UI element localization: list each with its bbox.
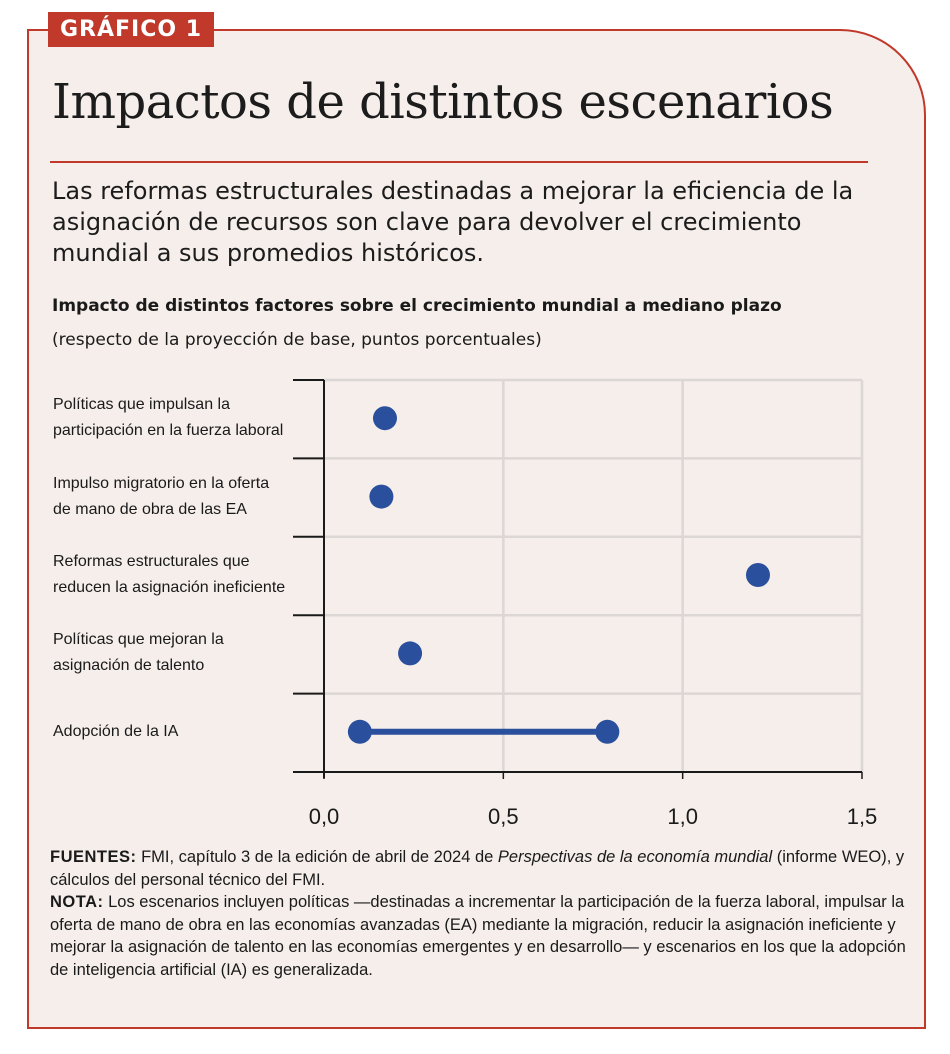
grid-lines	[324, 378, 864, 772]
sources-text-end: (informe WEO), y cálculos del personal t…	[50, 848, 905, 889]
subtitle: Las reformas estructurales destinadas a …	[52, 177, 854, 267]
category-label-line: de mano de obra de las EA	[53, 500, 247, 518]
x-tick-label: 0,5	[488, 804, 519, 829]
category-label: Impulso migratorio en la oferta de mano d…	[53, 471, 303, 523]
note-label: NOTA:	[50, 893, 104, 911]
category-label-line: Adopción de la IA	[53, 722, 179, 740]
note-text: Los escenarios incluyen políticas —desti…	[50, 893, 906, 979]
data-dot	[398, 641, 423, 666]
category-label-line: Impulso migratorio en la oferta	[53, 474, 270, 492]
category-label: Reformas estructurales que reducen la asi…	[53, 549, 303, 601]
data-dot	[372, 406, 397, 431]
category-label-line: Políticas que mejoran la	[53, 631, 224, 649]
data-marks	[347, 406, 770, 744]
category-label-line: Políticas que impulsan la	[53, 396, 230, 414]
category-label: Políticas que impulsan la participación e…	[53, 392, 303, 444]
axes	[293, 379, 863, 779]
data-dot	[745, 563, 770, 587]
range-max-dot	[595, 719, 620, 744]
page-title: Impactos de distintos escenarios	[52, 74, 834, 130]
sources-text: FMI, capítulo 3 de la edición de abril d…	[136, 848, 498, 866]
range-min-dot	[347, 719, 372, 744]
title-divider	[50, 161, 868, 163]
sources-label: FUENTES:	[50, 848, 137, 866]
category-label-line: Reformas estructurales que	[53, 553, 250, 570]
sources-publication: Perspectivas de la economía mundial	[497, 848, 773, 866]
data-dot	[369, 484, 394, 509]
chart-frame	[27, 29, 926, 1029]
category-label-line: asignación de talento	[53, 657, 205, 675]
category-label: Políticas que mejoran la asignación de ta…	[53, 627, 303, 679]
tick-labels: 0,0 0,5 1,0 1,5	[309, 804, 878, 829]
sources-note: FUENTES: FMI, capítulo 3 de la edición d…	[50, 846, 910, 891]
chart-title: Impacto de distintos factores sobre el c…	[52, 296, 782, 316]
x-tick-label: 0,0	[309, 804, 340, 829]
category-label: Adopción de la IA	[53, 719, 303, 745]
footnote: FUENTES: FMI, capítulo 3 de la edición d…	[50, 846, 910, 981]
x-tick-label: 1,0	[667, 804, 698, 829]
category-label-line: participación en la fuerza laboral	[53, 422, 284, 440]
chart-subtitle: (respecto de la proyección de base, punt…	[52, 330, 542, 350]
figure-badge: GRÁFICO 1	[48, 12, 215, 47]
x-tick-label: 1,5	[847, 804, 878, 829]
note: NOTA: Los escenarios incluyen políticas …	[50, 891, 910, 981]
category-label-line: reducen la asignación ineficiente	[53, 579, 286, 596]
